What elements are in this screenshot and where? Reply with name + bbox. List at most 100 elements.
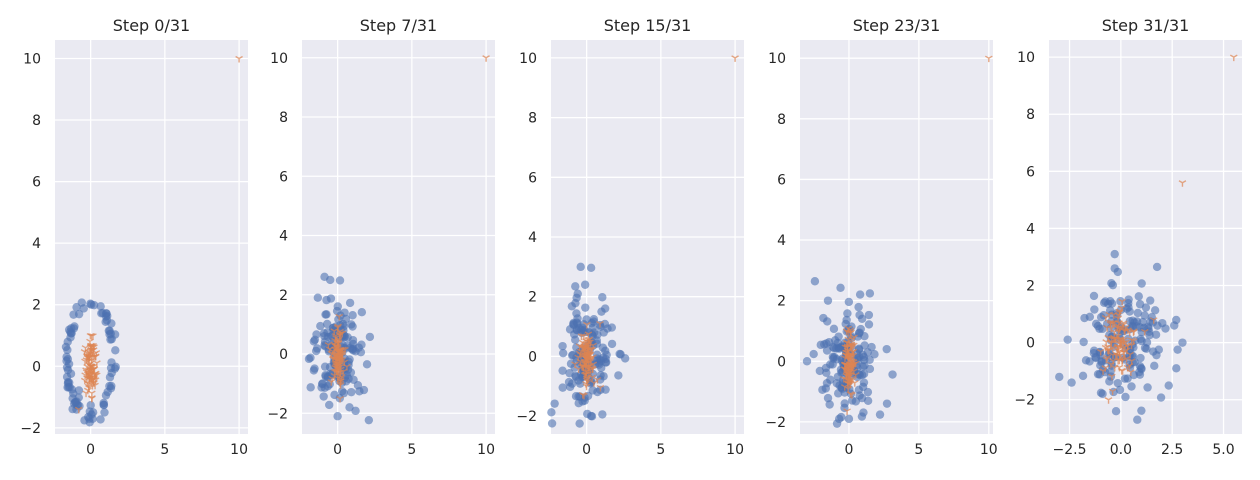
blue-point bbox=[576, 263, 584, 271]
blue-point bbox=[818, 386, 826, 394]
blue-point bbox=[1114, 379, 1122, 387]
blue-point bbox=[1137, 279, 1145, 287]
blue-point bbox=[883, 399, 891, 407]
blue-point bbox=[348, 311, 356, 319]
blue-point bbox=[574, 290, 582, 298]
blue-point bbox=[816, 367, 824, 375]
blue-point bbox=[866, 289, 874, 297]
blue-point bbox=[1063, 335, 1071, 343]
blue-point bbox=[597, 307, 605, 315]
blue-point bbox=[859, 408, 867, 416]
panel-title: Step 31/31 bbox=[1102, 16, 1190, 35]
y-tick-label: −2 bbox=[1014, 393, 1035, 409]
blue-point bbox=[823, 317, 831, 325]
blue-point bbox=[854, 303, 862, 311]
x-tick-label: 5 bbox=[914, 442, 923, 458]
blue-point bbox=[1109, 388, 1117, 396]
blue-point bbox=[548, 419, 556, 427]
blue-point bbox=[558, 342, 566, 350]
x-tick-label: 5.0 bbox=[1212, 442, 1234, 458]
x-tick-label: −2.5 bbox=[1053, 442, 1087, 458]
blue-point bbox=[318, 379, 326, 387]
blue-point bbox=[1079, 338, 1087, 346]
y-tick-label: 8 bbox=[279, 110, 288, 126]
panel-2: 0 5 10−20246810Step 7/31 bbox=[267, 16, 495, 458]
y-tick-label: 2 bbox=[1026, 279, 1035, 295]
blue-point bbox=[593, 340, 601, 348]
blue-point bbox=[809, 350, 817, 358]
blue-point bbox=[1153, 321, 1161, 329]
blue-point bbox=[575, 419, 583, 427]
blue-point bbox=[1125, 307, 1133, 315]
blue-point bbox=[1150, 362, 1158, 370]
blue-point bbox=[573, 314, 581, 322]
x-tick-label: 10 bbox=[726, 442, 744, 458]
x-tick-label: 0 bbox=[582, 442, 591, 458]
blue-point bbox=[1109, 281, 1117, 289]
blue-point bbox=[1121, 374, 1129, 382]
blue-point bbox=[357, 341, 365, 349]
blue-point bbox=[1173, 345, 1181, 353]
y-tick-label: −2 bbox=[765, 415, 786, 431]
blue-point bbox=[865, 311, 873, 319]
y-tick-label: 4 bbox=[777, 233, 786, 249]
blue-point bbox=[1101, 297, 1109, 305]
blue-point bbox=[1080, 314, 1088, 322]
blue-point bbox=[107, 358, 115, 366]
blue-point bbox=[581, 303, 589, 311]
blue-point bbox=[1165, 381, 1173, 389]
y-tick-label: 2 bbox=[279, 288, 288, 304]
blue-point bbox=[366, 333, 374, 341]
blue-point bbox=[102, 309, 110, 317]
blue-point bbox=[106, 373, 114, 381]
y-tick-label: 8 bbox=[777, 112, 786, 128]
blue-point bbox=[811, 277, 819, 285]
blue-point bbox=[855, 311, 863, 319]
blue-point bbox=[316, 322, 324, 330]
blue-point bbox=[1098, 390, 1106, 398]
blue-point bbox=[106, 335, 114, 343]
blue-point bbox=[354, 381, 362, 389]
panel-1: 0 5 10−20246810Step 0/31 bbox=[20, 16, 248, 458]
panel-title: Step 15/31 bbox=[604, 16, 692, 35]
blue-point bbox=[314, 293, 322, 301]
blue-point bbox=[103, 388, 111, 396]
blue-point bbox=[835, 415, 843, 423]
y-tick-label: −2 bbox=[20, 421, 41, 437]
y-tick-label: 0 bbox=[528, 349, 537, 365]
blue-point bbox=[87, 300, 95, 308]
x-tick-label: 0 bbox=[86, 442, 95, 458]
blue-point bbox=[1079, 372, 1087, 380]
blue-point bbox=[858, 371, 866, 379]
blue-point bbox=[324, 333, 332, 341]
blue-point bbox=[883, 345, 891, 353]
blue-point bbox=[615, 350, 623, 358]
blue-point bbox=[1090, 349, 1098, 357]
y-tick-label: 4 bbox=[528, 230, 537, 246]
blue-point bbox=[1137, 365, 1145, 373]
blue-point bbox=[857, 325, 865, 333]
blue-point bbox=[325, 401, 333, 409]
blue-point bbox=[347, 320, 355, 328]
blue-point bbox=[1112, 407, 1120, 415]
y-tick-label: 2 bbox=[777, 294, 786, 310]
blue-point bbox=[867, 343, 875, 351]
y-tick-label: 10 bbox=[519, 51, 537, 67]
blue-point bbox=[100, 408, 108, 416]
blue-point bbox=[1161, 324, 1169, 332]
blue-point bbox=[87, 401, 95, 409]
panel-title: Step 7/31 bbox=[360, 16, 437, 35]
x-tick-label: 2.5 bbox=[1161, 442, 1183, 458]
blue-point bbox=[1146, 296, 1154, 304]
x-tick-label: 0 bbox=[333, 442, 342, 458]
blue-point bbox=[63, 346, 71, 354]
blue-point bbox=[346, 299, 354, 307]
blue-point bbox=[852, 397, 860, 405]
blue-point bbox=[365, 416, 373, 424]
blue-point bbox=[363, 360, 371, 368]
blue-point bbox=[1090, 292, 1098, 300]
y-tick-label: 0 bbox=[777, 354, 786, 370]
blue-point bbox=[111, 346, 119, 354]
y-tick-label: 8 bbox=[1026, 107, 1035, 123]
blue-point bbox=[72, 303, 80, 311]
